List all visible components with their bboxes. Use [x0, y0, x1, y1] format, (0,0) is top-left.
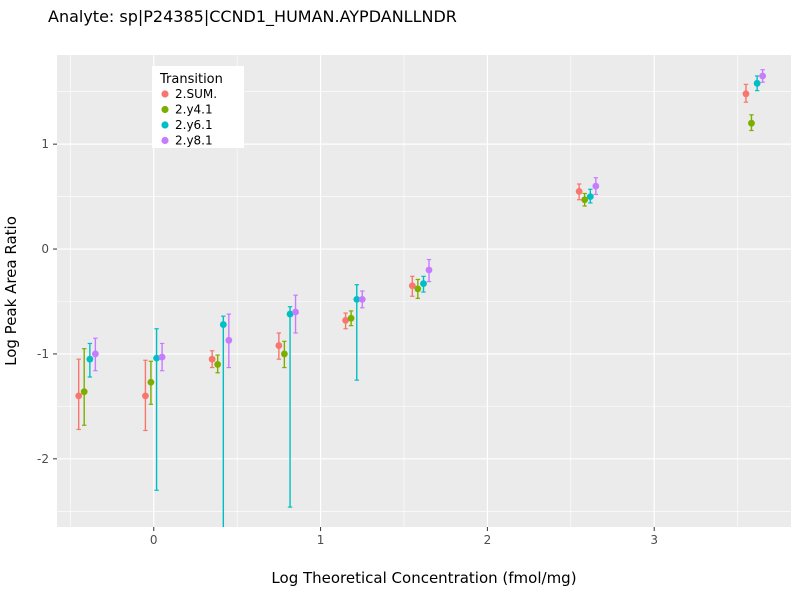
- legend-key-icon: [161, 105, 169, 114]
- data-point: [153, 354, 160, 362]
- data-point: [147, 378, 155, 386]
- data-point: [280, 350, 288, 358]
- data-point: [353, 295, 361, 303]
- data-point: [358, 295, 366, 303]
- y-tick-label: -2: [37, 452, 49, 466]
- legend-item: 2.y6.1: [161, 118, 213, 132]
- data-point: [80, 388, 88, 396]
- series-2.y8.1: [91, 69, 767, 372]
- data-point: [759, 72, 767, 80]
- y-axis-label: Log Peak Area Ratio: [2, 216, 20, 366]
- data-point: [414, 285, 422, 293]
- data-point: [753, 79, 761, 87]
- data-point: [142, 392, 149, 400]
- data-point: [86, 355, 94, 363]
- legend-key-icon: [161, 90, 169, 98]
- x-tick-label: 3: [650, 533, 658, 547]
- y-tick-label: 1: [41, 137, 49, 151]
- legend-item-label: 2.y8.1: [175, 134, 213, 148]
- legend-key-icon: [161, 121, 169, 129]
- data-point: [292, 308, 299, 316]
- legend-title: Transition: [159, 72, 223, 87]
- series-2.SUM.: [75, 83, 750, 432]
- legend-item: 2.SUM.: [161, 87, 217, 101]
- data-point: [581, 196, 589, 204]
- data-point: [275, 342, 283, 349]
- data-point: [592, 182, 600, 190]
- x-tick-label: 1: [317, 533, 325, 547]
- legend-item: 2.y4.1: [161, 103, 213, 117]
- data-point: [91, 350, 99, 358]
- data-point: [208, 355, 216, 363]
- data-point: [742, 90, 750, 98]
- chart-title: Analyte: sp|P24385|CCND1_HUMAN.AYPDANLLN…: [48, 7, 457, 27]
- data-point: [420, 280, 427, 288]
- legend-item: 2.y8.1: [161, 134, 213, 148]
- data-point: [286, 310, 294, 318]
- data-point: [158, 353, 166, 361]
- x-axis-label: Log Theoretical Concentration (fmol/mg): [271, 569, 576, 587]
- data-point: [75, 392, 83, 400]
- data-layer: [75, 69, 767, 527]
- legend-item-label: 2.y6.1: [175, 118, 213, 132]
- legend-item-label: 2.y4.1: [175, 103, 213, 117]
- data-point: [347, 314, 355, 322]
- data-point: [408, 282, 416, 290]
- x-tick-label: 2: [484, 533, 492, 547]
- data-point: [214, 361, 222, 368]
- data-point: [425, 266, 433, 274]
- y-tick-label: -1: [37, 347, 49, 361]
- data-point: [575, 187, 583, 195]
- series-2.y6.1: [86, 75, 761, 527]
- y-tick-label: 0: [41, 242, 49, 256]
- series-2.y4.1: [80, 114, 755, 426]
- legend-item-label: 2.SUM.: [175, 87, 217, 101]
- x-tick-label: 0: [150, 533, 158, 547]
- legend-key-icon: [161, 136, 169, 145]
- data-point: [748, 119, 755, 127]
- data-point: [225, 336, 233, 344]
- data-point: [586, 193, 594, 201]
- data-point: [342, 316, 349, 324]
- data-point: [219, 321, 227, 328]
